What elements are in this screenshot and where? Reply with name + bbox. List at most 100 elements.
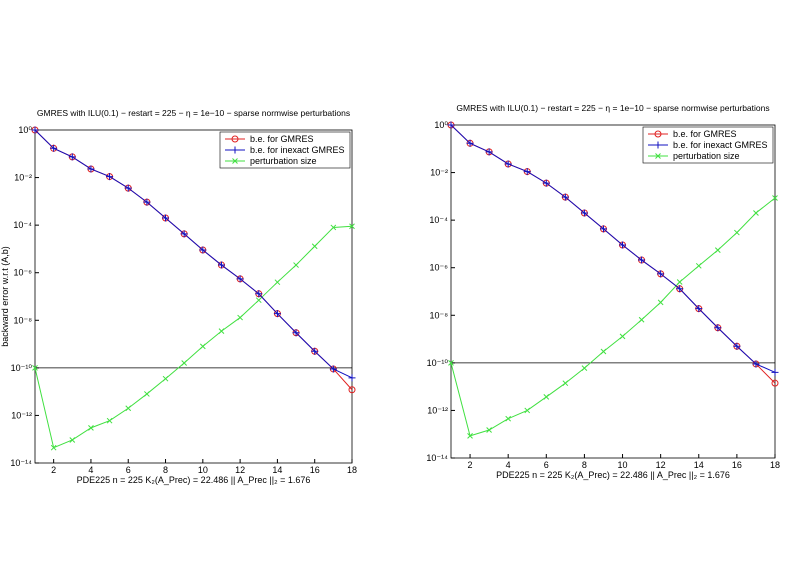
y-tick-label: 10⁻¹⁴ [426, 453, 448, 463]
marker-x [753, 210, 759, 216]
marker-x [772, 195, 778, 201]
x-tick-label: 2 [51, 465, 56, 475]
marker-plus [143, 198, 151, 206]
marker-circle [654, 130, 662, 138]
y-tick-label: 10⁻² [14, 173, 32, 183]
marker-x [274, 279, 281, 286]
marker-plus [733, 342, 741, 350]
marker-plus [68, 153, 76, 161]
x-axis-label: PDE225 n = 225 K₂(A_Prec) = 22.486 || A_… [496, 470, 730, 480]
marker-plus [31, 126, 39, 134]
marker-x [232, 158, 238, 164]
marker-plus [619, 241, 627, 249]
x-tick-label: 4 [506, 460, 511, 470]
y-tick-label: 10⁻⁸ [13, 315, 32, 325]
marker-x [237, 314, 243, 321]
marker-circle [348, 386, 356, 394]
marker-plus [447, 121, 455, 129]
marker-plus [106, 173, 114, 181]
marker-x [199, 343, 206, 350]
series-line [34, 129, 353, 379]
marker-x [218, 328, 225, 334]
marker-plus [236, 275, 244, 283]
marker-x [125, 405, 132, 412]
marker-x [255, 297, 262, 304]
marker-plus [542, 179, 550, 187]
y-tick-label: 10⁻¹⁴ [10, 458, 32, 468]
y-tick-label: 10⁻¹⁰ [11, 363, 33, 373]
marker-x [638, 316, 645, 323]
marker-circle [771, 379, 779, 387]
marker-x [524, 407, 531, 414]
marker-plus [311, 347, 319, 355]
legend-label: b.e. for inexact GMRES [250, 145, 345, 155]
marker-x [655, 153, 661, 159]
marker-plus [676, 285, 684, 293]
marker-plus [752, 360, 760, 368]
marker-x [293, 262, 299, 268]
marker-plus [561, 193, 569, 201]
marker-plus [771, 368, 779, 376]
y-tick-label: 10⁻⁴ [429, 215, 448, 225]
marker-x [543, 394, 550, 400]
chart-title: GMRES with ILU(0.1) − restart = 225 − η … [37, 108, 350, 118]
marker-x [181, 360, 188, 366]
x-tick-label: 16 [310, 465, 320, 475]
chart: GMRES with ILU(0.1) − restart = 225 − η … [0, 108, 357, 485]
x-tick-label: 12 [656, 460, 666, 470]
marker-plus [485, 148, 493, 156]
marker-plus [180, 230, 188, 238]
marker-x [486, 427, 492, 433]
x-tick-label: 2 [468, 460, 473, 470]
marker-x [467, 433, 473, 439]
x-tick-label: 8 [163, 465, 168, 475]
x-tick-label: 10 [618, 460, 628, 470]
marker-plus [466, 139, 474, 147]
marker-x [657, 299, 664, 306]
marker-plus [87, 165, 95, 173]
y-tick-label: 10⁰ [18, 125, 32, 135]
marker-plus [523, 168, 531, 176]
marker-plus [273, 310, 281, 318]
legend-label: b.e. for inexact GMRES [673, 140, 768, 150]
marker-plus [580, 209, 588, 217]
chart: GMRES with ILU(0.1) − restart = 225 − η … [426, 103, 780, 480]
marker-x [562, 380, 569, 387]
marker-x [448, 360, 454, 366]
plot-frame [450, 124, 776, 459]
chart-title: GMRES with ILU(0.1) − restart = 225 − η … [456, 103, 769, 113]
marker-plus [329, 365, 337, 373]
marker-plus [292, 329, 300, 337]
marker-plus [638, 256, 646, 264]
marker-x [505, 415, 512, 422]
marker-x [50, 444, 57, 451]
legend-label: perturbation size [673, 151, 740, 161]
y-tick-label: 10⁻⁴ [13, 220, 32, 230]
marker-x [600, 348, 607, 355]
marker-plus [695, 305, 703, 313]
marker-plus [217, 261, 225, 269]
marker-plus [50, 144, 58, 152]
marker-x [88, 425, 94, 431]
legend-label: b.e. for GMRES [250, 134, 314, 144]
marker-x [69, 437, 76, 443]
marker-plus [231, 146, 239, 154]
plot-frame [34, 129, 353, 464]
marker-x [162, 375, 169, 382]
marker-plus [714, 324, 722, 332]
x-tick-label: 14 [694, 460, 704, 470]
marker-plus [599, 225, 607, 233]
x-tick-label: 16 [732, 460, 742, 470]
y-tick-label: 10⁻¹² [11, 410, 32, 420]
y-axis-label: backward error w.r.t (A,b) [0, 246, 10, 347]
x-tick-label: 18 [770, 460, 780, 470]
marker-plus [348, 374, 356, 382]
marker-x [330, 224, 337, 231]
marker-plus [162, 214, 170, 222]
series-line [450, 124, 776, 373]
x-axis-label: PDE225 n = 225 K₂(A_Prec) = 22.486 || A_… [77, 475, 311, 485]
marker-x [349, 223, 355, 230]
marker-plus [124, 184, 132, 192]
series-line [450, 197, 776, 437]
x-tick-label: 6 [126, 465, 131, 475]
